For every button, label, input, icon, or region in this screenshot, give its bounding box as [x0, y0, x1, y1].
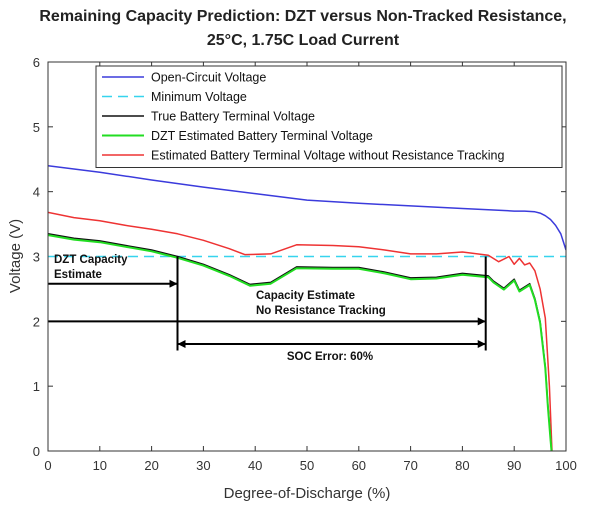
y-tick-label: 3	[33, 250, 40, 265]
no-tracking-label-line1: Capacity Estimate	[256, 290, 355, 302]
x-tick-label: 70	[403, 458, 417, 473]
dzt-capacity-label-line2: Estimate	[54, 269, 102, 281]
legend-label: Open-Circuit Voltage	[151, 71, 266, 85]
x-tick-label: 60	[352, 458, 366, 473]
plot-frame	[47, 61, 567, 452]
soc-error-label: SOC Error: 60%	[287, 351, 373, 363]
y-tick-label: 4	[33, 185, 40, 200]
dzt-capacity-label-line1: DZT Capacity	[54, 254, 128, 266]
legend-box	[95, 65, 563, 168]
legend-label: True Battery Terminal Voltage	[151, 110, 315, 124]
x-tick-label: 10	[93, 458, 107, 473]
legend-label: Estimated Battery Terminal Voltage witho…	[151, 149, 504, 163]
y-tick-label: 2	[33, 314, 40, 329]
x-tick-label: 20	[144, 458, 158, 473]
y-axis-label: Voltage (V)	[7, 219, 24, 293]
chart-title-line2: 25°C, 1.75C Load Current	[206, 32, 400, 49]
x-tick-label: 90	[507, 458, 521, 473]
x-tick-label: 100	[555, 458, 577, 473]
y-tick-label: 5	[33, 120, 40, 135]
y-tick-label: 6	[33, 55, 40, 70]
series-line-estimated-battery-terminal-voltage-without-resistance-tracking	[48, 211, 553, 451]
legend-label: Minimum Voltage	[151, 90, 247, 104]
y-tick-label: 0	[33, 444, 40, 459]
x-tick-label: 0	[44, 458, 51, 473]
x-tick-label: 50	[300, 458, 314, 473]
x-tick-label: 30	[196, 458, 210, 473]
series-line-dzt-estimated-battery-terminal-voltage	[48, 234, 553, 451]
legend-label: DZT Estimated Battery Terminal Voltage	[151, 129, 373, 143]
chart-title-line1: Remaining Capacity Prediction: DZT versu…	[39, 8, 567, 25]
x-tick-label: 80	[455, 458, 469, 473]
x-tick-label: 40	[248, 458, 262, 473]
no-tracking-label-line2: No Resistance Tracking	[256, 305, 386, 317]
series-line-open-circuit-voltage	[48, 164, 566, 251]
x-axis-label: Degree-of-Discharge (%)	[224, 485, 391, 502]
y-tick-label: 1	[33, 379, 40, 394]
